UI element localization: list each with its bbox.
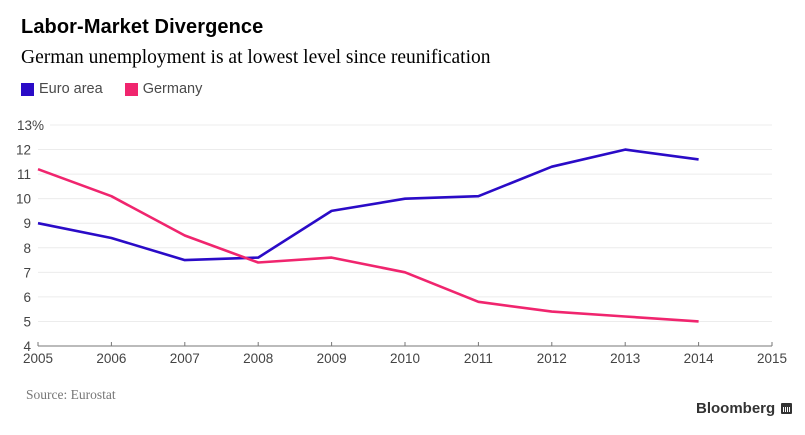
source-note: Source: Eurostat [26,387,116,402]
y-tick-label: 13% [17,118,44,133]
x-tick-label: 2008 [243,351,273,366]
x-tick-label: 2010 [390,351,420,366]
legend-swatch-germany [124,82,138,96]
legend-label: Germany [142,81,203,97]
x-tick-label: 2014 [684,351,715,366]
chart-title: Labor-Market Divergence [21,16,264,38]
y-tick-label: 7 [23,265,31,280]
y-tick-label: 5 [23,314,31,329]
chart-subtitle: German unemployment is at lowest level s… [21,47,491,68]
x-tick-label: 2005 [23,351,53,366]
x-tick-label: 2013 [610,351,640,366]
x-tick-label: 2009 [317,351,347,366]
series-line-euro-area [37,148,699,262]
y-tick-label: 6 [23,290,31,305]
legend-item-euro-area: Euro area [21,81,103,97]
y-tick-label: 10 [16,192,31,207]
x-tick-label: 2006 [96,351,126,366]
y-tick-label: 9 [23,216,31,231]
x-tick-label: 2012 [537,351,567,366]
legend-label: Euro area [39,81,103,97]
brand-logo: Bloomberg [696,400,793,417]
y-tick-label: 8 [23,241,31,256]
y-tick-label: 4 [23,339,31,354]
x-tick-label: 2015 [757,351,787,366]
brand-name: Bloomberg [696,400,776,417]
y-tick-label: 12 [16,143,31,158]
x-axis: 2005 2006 2007 2008 2009 2010 2011 2012 2013 2014… [23,342,787,366]
x-tick-label: 2011 [464,351,493,366]
y-axis-ticks: 4 5 6 7 8 9 10 11 12 13% [16,118,44,354]
legend: Euro area Germany [21,81,224,97]
y-tick-label: 11 [17,167,31,182]
series-lines [37,148,699,323]
x-tick-label: 2007 [170,351,200,366]
legend-swatch-euro-area [21,82,34,96]
bloomberg-chart-icon [781,403,793,414]
legend-item-germany: Germany [124,81,203,97]
series-line-germany [37,167,699,323]
